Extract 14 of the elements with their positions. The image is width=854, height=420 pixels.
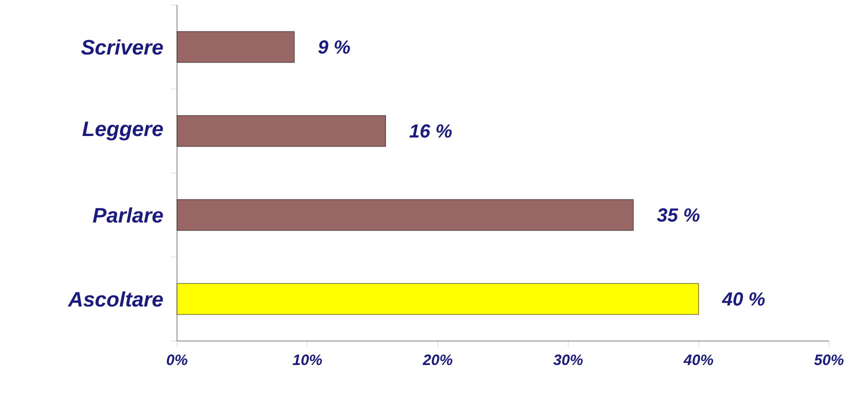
x-tick-label: 40% bbox=[683, 354, 714, 366]
data-label: 40 % bbox=[722, 292, 765, 306]
x-tick-label: 30% bbox=[553, 354, 583, 366]
y-tick-label: Parlare bbox=[92, 207, 163, 223]
data-label: 35 % bbox=[657, 208, 700, 222]
x-tick-label: 20% bbox=[422, 354, 452, 366]
y-tick-label: Scrivere bbox=[81, 39, 163, 55]
y-tick-label: Leggere bbox=[82, 122, 163, 140]
data-label: 16 % bbox=[409, 124, 452, 138]
y-tick-label: Ascoltare bbox=[68, 291, 163, 307]
data-label: 9 % bbox=[318, 40, 350, 54]
x-tick-label: 50% bbox=[814, 354, 844, 366]
x-tick-label: 10% bbox=[292, 354, 322, 366]
x-tick-label: 0% bbox=[166, 354, 188, 366]
